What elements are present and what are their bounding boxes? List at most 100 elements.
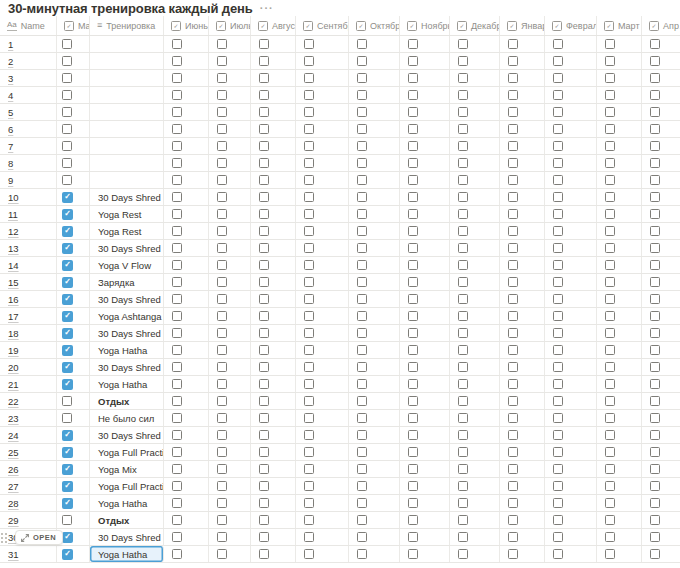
checkbox-mar[interactable] bbox=[605, 56, 615, 66]
checkbox-jun[interactable] bbox=[172, 158, 182, 168]
checkbox-oct[interactable] bbox=[357, 345, 367, 355]
checkbox-jul[interactable] bbox=[217, 294, 227, 304]
checkbox-dec[interactable] bbox=[458, 73, 468, 83]
checkbox-oct[interactable] bbox=[357, 549, 367, 559]
workout-cell[interactable] bbox=[90, 104, 164, 120]
checkbox-jun[interactable] bbox=[172, 311, 182, 321]
checkbox-feb[interactable] bbox=[553, 39, 563, 49]
checkbox-may[interactable]: ✓ bbox=[62, 311, 73, 322]
checkbox-dec[interactable] bbox=[458, 362, 468, 372]
checkbox-nov[interactable] bbox=[408, 294, 418, 304]
checkbox-apr[interactable] bbox=[650, 515, 660, 525]
checkbox-mar[interactable] bbox=[605, 209, 615, 219]
checkbox-nov[interactable] bbox=[408, 243, 418, 253]
workout-cell[interactable]: Не было сил bbox=[90, 410, 164, 426]
checkbox-jul[interactable] bbox=[217, 56, 227, 66]
checkbox-dec[interactable] bbox=[458, 192, 468, 202]
checkbox-mar[interactable] bbox=[605, 396, 615, 406]
column-header-workout[interactable]: ≡Тренировка bbox=[90, 16, 164, 35]
checkbox-aug[interactable] bbox=[259, 481, 269, 491]
checkbox-jan[interactable] bbox=[508, 226, 518, 236]
checkbox-jul[interactable] bbox=[217, 362, 227, 372]
checkbox-sep[interactable] bbox=[304, 226, 314, 236]
checkbox-aug[interactable] bbox=[259, 464, 269, 474]
checkbox-sep[interactable] bbox=[304, 345, 314, 355]
checkbox-sep[interactable] bbox=[304, 379, 314, 389]
checkbox-apr[interactable] bbox=[650, 260, 660, 270]
checkbox-aug[interactable] bbox=[259, 515, 269, 525]
checkbox-jan[interactable] bbox=[508, 73, 518, 83]
checkbox-may[interactable] bbox=[62, 141, 72, 151]
checkbox-oct[interactable] bbox=[357, 481, 367, 491]
checkbox-may[interactable] bbox=[62, 175, 72, 185]
name-cell[interactable]: 3 bbox=[0, 70, 57, 86]
checkbox-jul[interactable] bbox=[217, 345, 227, 355]
checkbox-jul[interactable] bbox=[217, 107, 227, 117]
checkbox-may[interactable] bbox=[62, 56, 72, 66]
checkbox-apr[interactable] bbox=[650, 107, 660, 117]
checkbox-feb[interactable] bbox=[553, 549, 563, 559]
checkbox-sep[interactable] bbox=[304, 549, 314, 559]
name-cell[interactable]: 6 bbox=[0, 121, 57, 137]
name-cell[interactable]: 8 bbox=[0, 155, 57, 171]
checkbox-nov[interactable] bbox=[408, 107, 418, 117]
name-cell[interactable]: 15 bbox=[0, 274, 57, 290]
checkbox-feb[interactable] bbox=[553, 481, 563, 491]
checkbox-may[interactable]: ✓ bbox=[62, 260, 73, 271]
checkbox-apr[interactable] bbox=[650, 413, 660, 423]
checkbox-jun[interactable] bbox=[172, 226, 182, 236]
checkbox-feb[interactable] bbox=[553, 56, 563, 66]
checkbox-jul[interactable] bbox=[217, 532, 227, 542]
checkbox-jan[interactable] bbox=[508, 549, 518, 559]
checkbox-sep[interactable] bbox=[304, 430, 314, 440]
checkbox-dec[interactable] bbox=[458, 260, 468, 270]
checkbox-aug[interactable] bbox=[259, 328, 269, 338]
checkbox-jun[interactable] bbox=[172, 379, 182, 389]
checkbox-jan[interactable] bbox=[508, 396, 518, 406]
checkbox-may[interactable]: ✓ bbox=[62, 209, 73, 220]
column-header-dec[interactable]: ✓Декабрь bbox=[450, 16, 500, 35]
checkbox-mar[interactable] bbox=[605, 277, 615, 287]
checkbox-mar[interactable] bbox=[605, 175, 615, 185]
checkbox-jul[interactable] bbox=[217, 549, 227, 559]
checkbox-aug[interactable] bbox=[259, 90, 269, 100]
checkbox-may[interactable]: ✓ bbox=[62, 430, 73, 441]
workout-cell[interactable]: Yoga Full Practice bbox=[90, 478, 164, 494]
checkbox-may[interactable] bbox=[62, 413, 72, 423]
checkbox-mar[interactable] bbox=[605, 243, 615, 253]
checkbox-mar[interactable] bbox=[605, 141, 615, 151]
checkbox-mar[interactable] bbox=[605, 73, 615, 83]
column-header-sep[interactable]: ✓Сентябрь bbox=[296, 16, 349, 35]
checkbox-oct[interactable] bbox=[357, 464, 367, 474]
checkbox-mar[interactable] bbox=[605, 294, 615, 304]
checkbox-sep[interactable] bbox=[304, 90, 314, 100]
checkbox-apr[interactable] bbox=[650, 243, 660, 253]
checkbox-nov[interactable] bbox=[408, 90, 418, 100]
checkbox-nov[interactable] bbox=[408, 532, 418, 542]
checkbox-aug[interactable] bbox=[259, 549, 269, 559]
checkbox-may[interactable]: ✓ bbox=[62, 294, 73, 305]
checkbox-mar[interactable] bbox=[605, 498, 615, 508]
checkbox-jun[interactable] bbox=[172, 209, 182, 219]
checkbox-may[interactable]: ✓ bbox=[62, 345, 73, 356]
checkbox-sep[interactable] bbox=[304, 175, 314, 185]
checkbox-jan[interactable] bbox=[508, 158, 518, 168]
checkbox-apr[interactable] bbox=[650, 345, 660, 355]
checkbox-may[interactable]: ✓ bbox=[62, 464, 73, 475]
checkbox-jun[interactable] bbox=[172, 498, 182, 508]
checkbox-jun[interactable] bbox=[172, 56, 182, 66]
column-header-oct[interactable]: ✓Октябрь bbox=[349, 16, 400, 35]
checkbox-mar[interactable] bbox=[605, 481, 615, 491]
checkbox-feb[interactable] bbox=[553, 498, 563, 508]
checkbox-may[interactable] bbox=[62, 107, 72, 117]
name-cell[interactable]: 1 bbox=[0, 36, 57, 52]
checkbox-nov[interactable] bbox=[408, 396, 418, 406]
checkbox-jul[interactable] bbox=[217, 226, 227, 236]
checkbox-jun[interactable] bbox=[172, 430, 182, 440]
checkbox-may[interactable] bbox=[62, 124, 72, 134]
checkbox-jan[interactable] bbox=[508, 192, 518, 202]
checkbox-feb[interactable] bbox=[553, 447, 563, 457]
name-cell[interactable]: 4 bbox=[0, 87, 57, 103]
name-cell[interactable]: 22 bbox=[0, 393, 57, 409]
checkbox-dec[interactable] bbox=[458, 90, 468, 100]
